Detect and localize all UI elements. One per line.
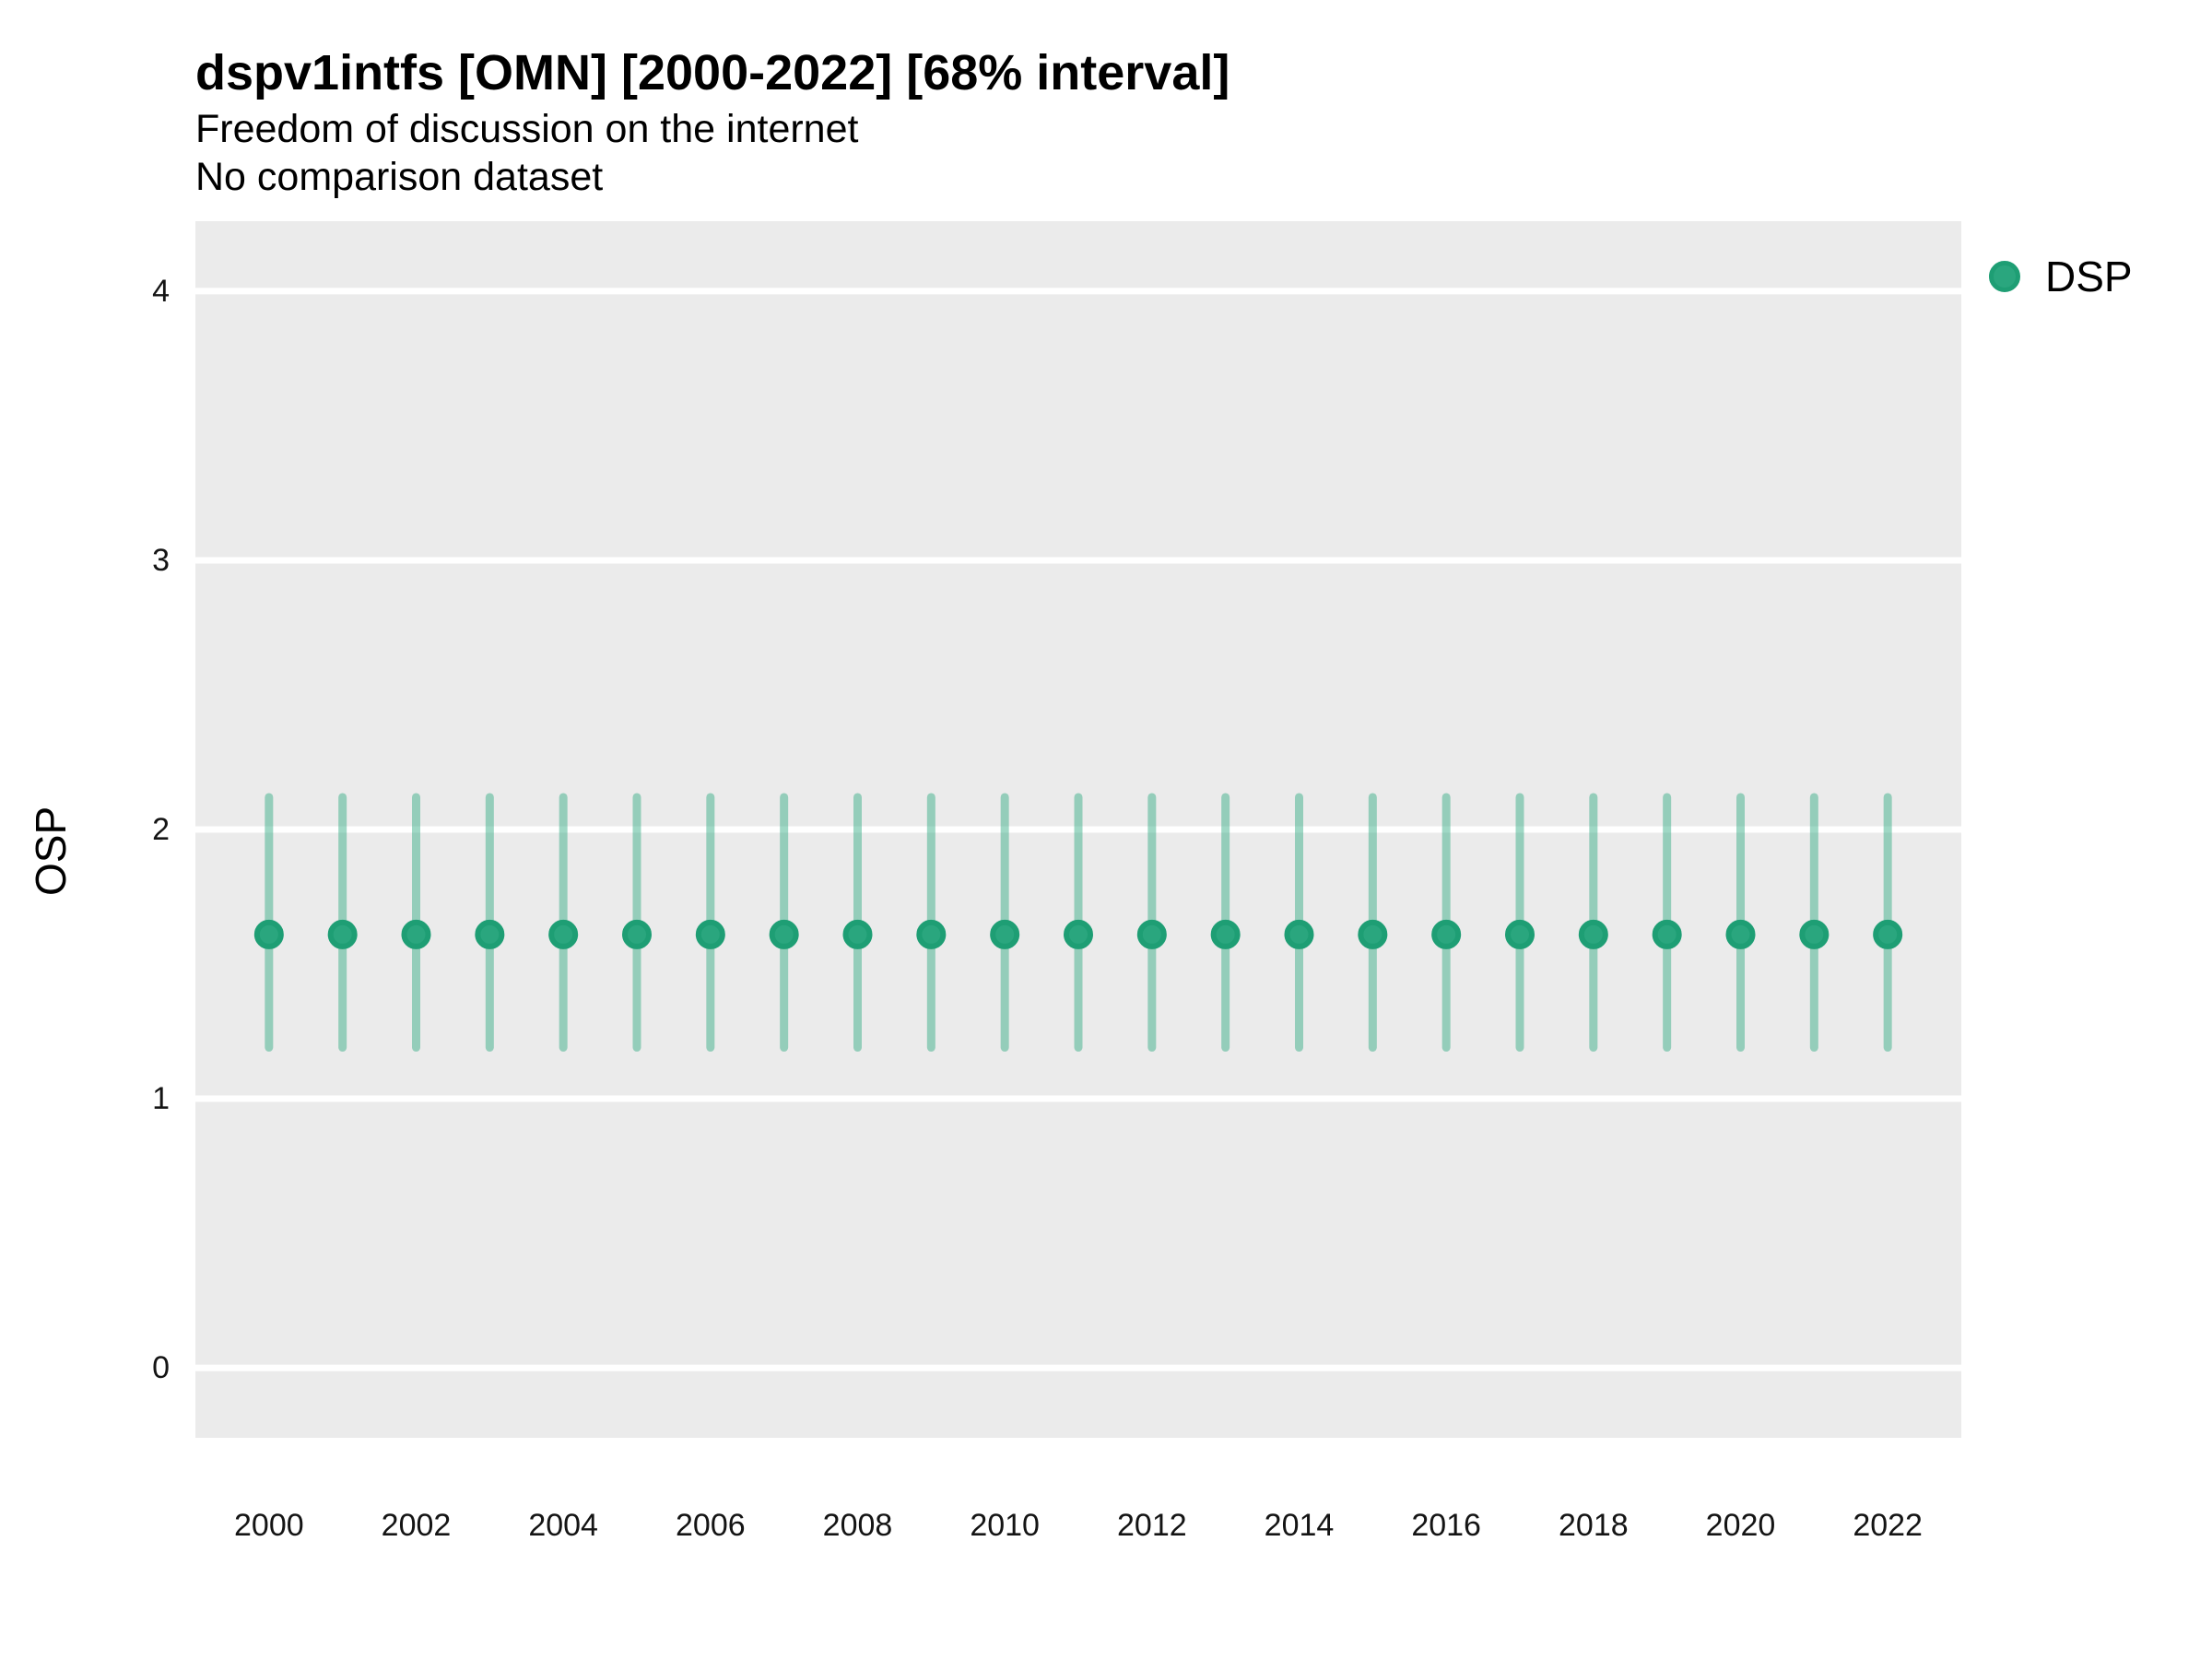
data-point-2018 [1578,919,1608,949]
y-tick-label-2: 2 [152,812,170,847]
chart-subtitle: Freedom of discussion on the internet [195,107,859,151]
data-point-2000 [253,919,284,949]
data-point-2019 [1652,919,1682,949]
data-point-2013 [1210,919,1241,949]
data-point-2005 [622,919,652,949]
data-point-2009 [916,919,947,949]
y-tick-label-1: 1 [152,1081,170,1117]
data-point-2017 [1505,919,1535,949]
x-tick-label-2008: 2008 [822,1508,893,1543]
data-point-2004 [548,919,579,949]
data-point-2008 [842,919,873,949]
x-tick-label-2022: 2022 [1853,1508,1923,1543]
chart-title: dspv1intfs [OMN] [2000-2022] [68% interv… [195,45,1230,100]
data-point-2001 [327,919,358,949]
data-point-2015 [1358,919,1388,949]
x-tick-label-2012: 2012 [1117,1508,1187,1543]
data-point-2021 [1799,919,1830,949]
data-point-2007 [769,919,799,949]
data-point-2010 [990,919,1020,949]
x-tick-label-2006: 2006 [676,1508,746,1543]
legend: DSP [1989,250,2133,303]
x-tick-label-2000: 2000 [234,1508,304,1543]
x-tick-label-2002: 2002 [381,1508,452,1543]
x-tick-label-2016: 2016 [1411,1508,1481,1543]
plot-panel [195,221,1961,1438]
x-tick-label-2004: 2004 [528,1508,598,1543]
data-point-2016 [1431,919,1462,949]
x-tick-label-2018: 2018 [1559,1508,1629,1543]
x-tick-label-2014: 2014 [1264,1508,1335,1543]
y-tick-label-4: 4 [152,273,170,309]
data-point-2014 [1284,919,1314,949]
x-tick-label-2010: 2010 [970,1508,1040,1543]
y-tick-label-0: 0 [152,1350,170,1386]
data-point-2002 [401,919,431,949]
legend-label: DSP [2045,253,2133,300]
data-point-2006 [695,919,725,949]
chart-comparison-note: No comparison dataset [195,155,604,199]
y-tick-label-3: 3 [152,542,170,578]
x-tick-label-2020: 2020 [1705,1508,1776,1543]
data-point-2012 [1136,919,1167,949]
legend-point-marker-icon [1989,261,2020,292]
data-point-2003 [475,919,505,949]
data-point-2011 [1064,919,1093,949]
data-point-2022 [1873,919,1903,949]
data-point-2020 [1725,919,1756,949]
